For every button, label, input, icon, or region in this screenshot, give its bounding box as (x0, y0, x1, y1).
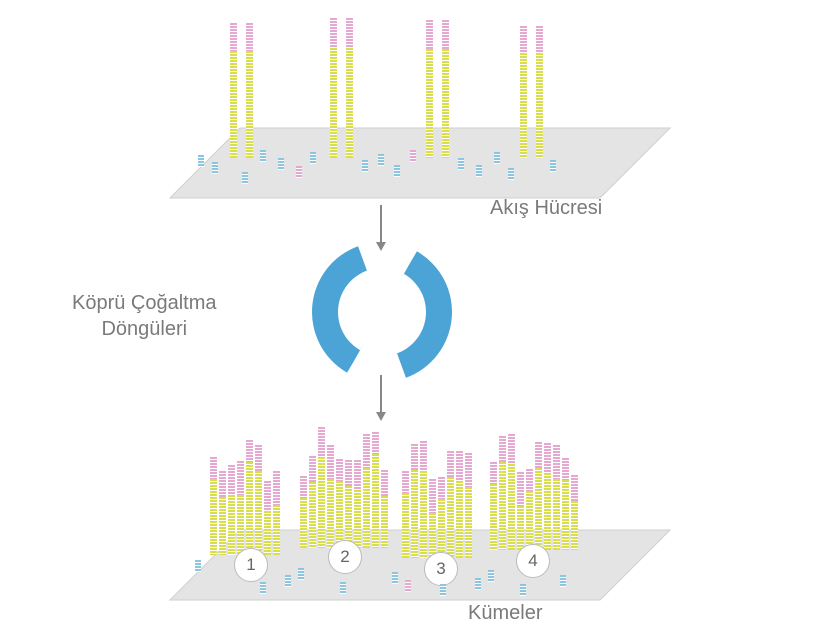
dna-strand (228, 465, 235, 555)
primer-oligo (212, 162, 218, 174)
dna-strand (246, 23, 253, 158)
dna-strand (246, 440, 253, 555)
primer-oligo (488, 570, 494, 582)
dna-strand (465, 453, 472, 558)
dna-strand (346, 18, 353, 158)
dna-strand (535, 442, 542, 550)
dna-strand (381, 470, 388, 548)
primer-oligo (405, 580, 411, 592)
primer-oligo (296, 166, 302, 178)
primer-oligo (198, 155, 204, 167)
dna-strand (264, 481, 271, 555)
primer-oligo (394, 165, 400, 177)
flow-cell-label: Akış Hücresi (490, 195, 602, 221)
bridge-line2: Döngüleri (101, 318, 187, 340)
dna-strand (438, 477, 445, 558)
dna-strand (442, 20, 449, 158)
primer-oligo (242, 172, 248, 184)
primer-oligo (440, 584, 446, 596)
primer-oligo (476, 165, 482, 177)
dna-strand (273, 471, 280, 555)
dna-strand (499, 436, 506, 550)
dna-strand (255, 445, 262, 555)
flow-arrow (380, 375, 382, 413)
primer-oligo (285, 575, 291, 587)
dna-strand (517, 472, 524, 550)
dna-strand (420, 441, 427, 558)
dna-strand (330, 18, 337, 158)
primer-oligo (560, 575, 566, 587)
cluster-number-badge: 4 (516, 544, 550, 578)
dna-strand (508, 434, 515, 550)
dna-strand (219, 471, 226, 555)
bridge-line1: Köprü Çoğaltma (72, 292, 217, 314)
primer-oligo (410, 150, 416, 162)
dna-strand (411, 444, 418, 558)
dna-strand (345, 460, 352, 548)
dna-strand (426, 20, 433, 158)
dna-strand (230, 23, 237, 158)
cluster-number-badge: 3 (424, 552, 458, 586)
cluster-number-badge: 1 (234, 548, 268, 582)
dna-strand (490, 462, 497, 550)
primer-oligo (195, 560, 201, 572)
cycle-arrow-path (312, 246, 367, 381)
dna-strand (571, 475, 578, 550)
dna-strand (536, 26, 543, 158)
cluster-number-badge: 2 (328, 540, 362, 574)
primer-oligo (520, 584, 526, 596)
dna-strand (447, 451, 454, 558)
dna-strand (336, 459, 343, 548)
dna-strand (429, 479, 436, 558)
dna-strand (402, 471, 409, 558)
dna-strand (363, 434, 370, 548)
clusters-label: Kümeler (468, 600, 542, 626)
primer-oligo (362, 160, 368, 172)
primer-oligo (458, 158, 464, 170)
primer-oligo (298, 568, 304, 580)
primer-oligo (260, 582, 266, 594)
bridge-cycles-label: Köprü Çoğaltma Döngüleri (72, 290, 217, 342)
dna-strand (300, 476, 307, 548)
flow-arrow (380, 205, 382, 243)
dna-strand (526, 469, 533, 550)
top-surface-poly (170, 128, 670, 198)
primer-oligo (550, 160, 556, 172)
dna-strand (520, 26, 527, 158)
primer-oligo (260, 150, 266, 162)
primer-oligo (278, 158, 284, 170)
primer-oligo (508, 168, 514, 180)
dna-strand (354, 460, 361, 548)
dna-strand (309, 456, 316, 548)
dna-strand (456, 451, 463, 558)
dna-strand (544, 443, 551, 550)
primer-oligo (494, 152, 500, 164)
cycle-arrow-path (397, 243, 452, 378)
primer-oligo (340, 582, 346, 594)
dna-strand (553, 445, 560, 550)
primer-oligo (475, 578, 481, 590)
dna-strand (327, 445, 334, 548)
dna-strand (210, 457, 217, 555)
primer-oligo (378, 154, 384, 166)
dna-strand (372, 432, 379, 548)
dna-strand (562, 458, 569, 550)
primer-oligo (310, 152, 316, 164)
dna-strand (237, 461, 244, 555)
dna-strand (318, 427, 325, 548)
primer-oligo (392, 572, 398, 584)
